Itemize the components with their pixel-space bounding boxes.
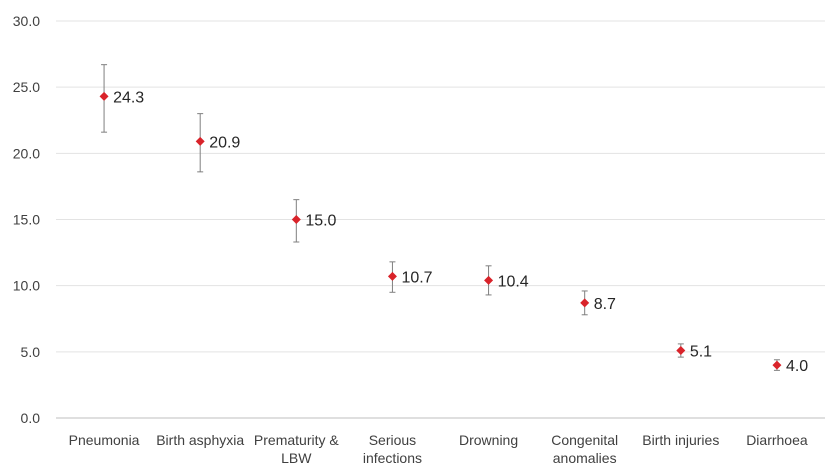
data-label-5: 8.7 — [594, 296, 616, 313]
category-label-7: Diarrhoea — [746, 432, 808, 448]
category-label-2: Prematurity & LBW — [254, 432, 339, 466]
category-label-line: infections — [363, 450, 422, 466]
y-tick-label-5: 25.0 — [13, 79, 40, 95]
category-label-6: Birth injuries — [642, 432, 719, 448]
category-label-line: LBW — [281, 450, 312, 466]
data-label-7: 4.0 — [786, 358, 808, 375]
y-tick-label-0: 0.0 — [21, 410, 41, 426]
category-label-line: Birth injuries — [642, 432, 719, 448]
category-label-line: Birth asphyxia — [156, 432, 244, 448]
data-point-4 — [484, 275, 494, 285]
category-label-line: Prematurity & — [254, 432, 339, 448]
category-label-line: anomalies — [553, 450, 617, 466]
data-label-4: 10.4 — [498, 273, 529, 290]
category-label-line: Pneumonia — [69, 432, 140, 448]
data-point-5 — [580, 298, 590, 308]
data-point-7 — [772, 360, 782, 370]
y-tick-label-1: 5.0 — [21, 344, 41, 360]
data-labels: 24.3 20.9 15.0 10.7 10.4 8.7 5.1 4.0 — [113, 89, 808, 375]
data-point-2 — [291, 215, 301, 224]
category-label-3: Serious infections — [363, 432, 422, 466]
category-label-0: Pneumonia — [69, 432, 140, 448]
y-tick-label-6: 30.0 — [13, 13, 40, 29]
category-label-line: Diarrhoea — [746, 432, 808, 448]
data-point-0 — [99, 91, 109, 101]
data-label-1: 20.9 — [209, 134, 240, 151]
category-label-4: Drowning — [459, 432, 518, 448]
error-bars — [101, 64, 780, 371]
gridlines — [56, 20, 825, 353]
x-axis-category-labels: Pneumonia Birth asphyxia Prematurity & LBW S… — [69, 432, 808, 466]
data-label-3: 10.7 — [401, 269, 432, 286]
category-label-5: Congenital anomalies — [551, 432, 618, 466]
y-tick-label-3: 15.0 — [13, 212, 40, 228]
y-tick-label-2: 10.0 — [13, 278, 40, 294]
data-points — [99, 91, 782, 370]
category-label-line: Drowning — [459, 432, 518, 448]
y-tick-label-4: 20.0 — [13, 145, 40, 161]
data-label-0: 24.3 — [113, 89, 144, 106]
y-axis-tick-labels: 0.0 5.0 10.0 15.0 20.0 25.0 30.0 — [13, 13, 40, 426]
category-label-1: Birth asphyxia — [156, 432, 244, 448]
data-point-1 — [195, 136, 205, 146]
data-point-3 — [387, 271, 397, 281]
category-label-line: Congenital — [551, 432, 618, 448]
category-label-line: Serious — [369, 432, 416, 448]
data-label-6: 5.1 — [690, 344, 712, 361]
data-label-2: 15.0 — [305, 213, 336, 230]
data-point-6 — [676, 346, 686, 356]
